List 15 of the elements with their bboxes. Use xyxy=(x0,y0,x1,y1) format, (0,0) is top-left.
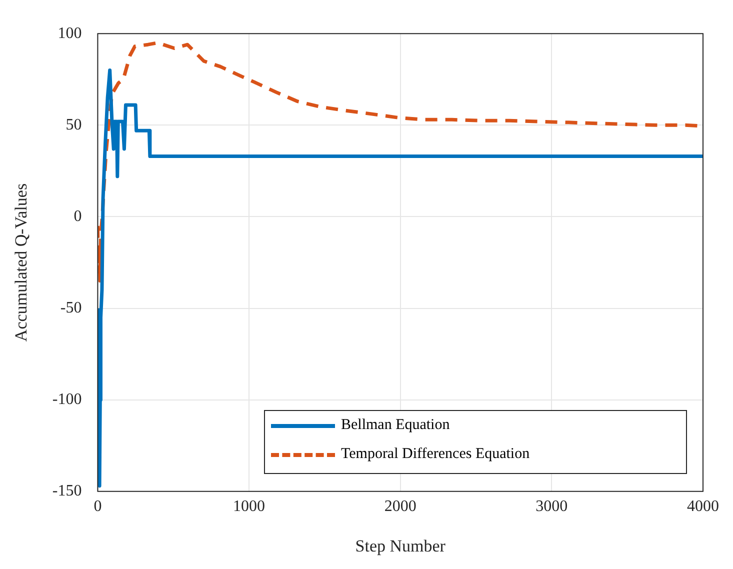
y-tick-label: 100 xyxy=(58,24,82,42)
x-tick-label: 2000 xyxy=(384,498,416,516)
legend-label: Temporal Differences Equation xyxy=(341,446,530,464)
y-axis-title: Accumulated Q-Values xyxy=(12,183,31,342)
x-axis-title: Step Number xyxy=(355,536,446,556)
y-tick-label: -50 xyxy=(60,299,82,316)
x-tick-label: 3000 xyxy=(536,498,568,516)
y-tick-label: -150 xyxy=(52,482,82,500)
y-tick-label: 0 xyxy=(74,208,82,225)
x-tick-label: 1000 xyxy=(233,498,266,516)
x-tick-label: 0 xyxy=(94,498,102,516)
legend-label: Bellman Equation xyxy=(341,417,450,434)
x-tick-label: 4000 xyxy=(687,498,719,516)
y-tick-label: -100 xyxy=(52,391,82,408)
y-tick-label: 50 xyxy=(66,116,82,134)
